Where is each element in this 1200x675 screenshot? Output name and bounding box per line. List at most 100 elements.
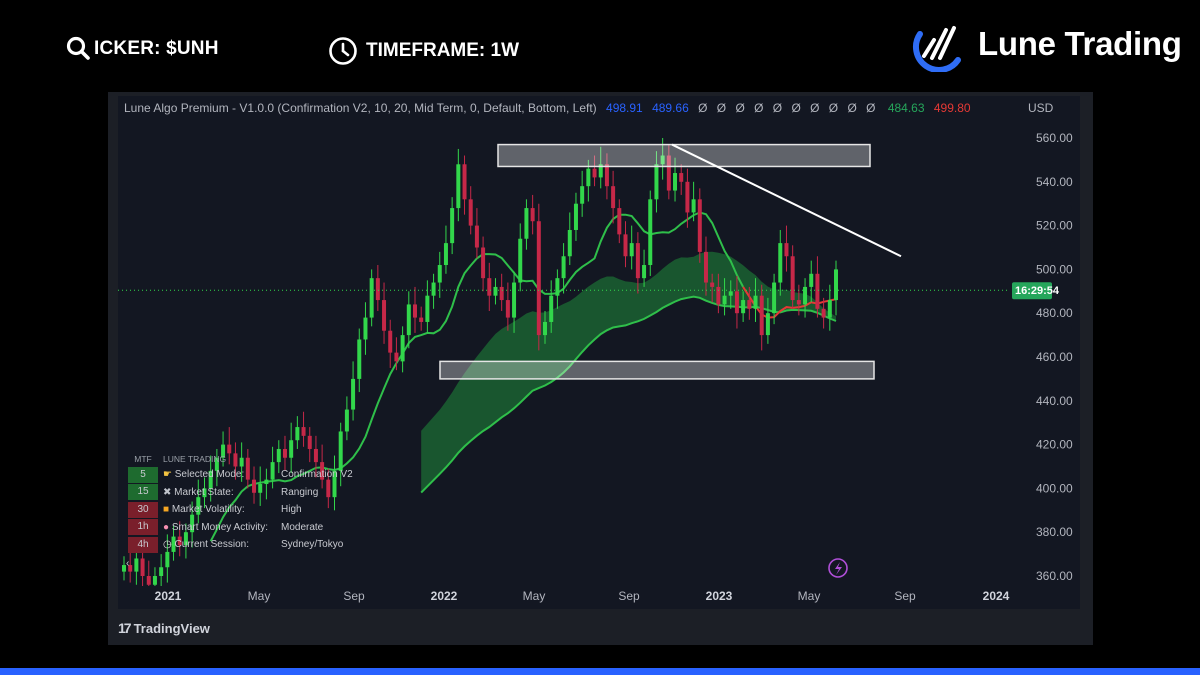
candle [573,192,578,241]
candle [765,297,770,344]
mtf-label-text: Market State: [174,486,234,498]
candle-body [338,431,343,471]
candle [673,157,678,202]
lune-logo-icon [913,26,961,72]
candle-body [487,278,492,296]
candle-body [493,286,498,296]
candle [357,328,362,393]
mtf-value: Ranging [281,486,319,498]
candle [326,468,331,509]
candle [363,302,368,355]
candle-body [252,479,257,493]
hand-icon: ☛ [163,469,175,481]
candle [716,273,721,314]
price-tick-label: 560.00 [1036,131,1073,145]
candle-body [264,479,269,485]
candle [536,203,541,351]
candle [468,186,473,235]
candle [512,271,517,333]
candle [375,265,380,312]
mtf-label-text: Selected Mode: [174,469,245,481]
candle-body [573,203,578,230]
candle [722,278,727,316]
mtf-label: ● Smart Money Activity: [163,522,281,533]
mtf-table: MTF LUNE TRADING 5 ☛ Selected Mode: Confir… [128,452,353,554]
candle-body [128,565,133,572]
candle [252,466,257,504]
mtf-timeframe: 1h [128,519,158,536]
candle-body [159,567,164,576]
mtf-label: ■ Market Volatility: [163,504,281,515]
indicator-legend[interactable]: Lune Algo Premium - V1.0.0 (Confirmation… [124,101,971,115]
candle [344,396,349,441]
tradingview-label: TradingView [133,620,210,636]
candle-body [827,300,832,318]
time-tick-label: 2024 [983,589,1010,603]
lightning-icon [828,558,848,578]
chart-area[interactable] [118,96,1080,609]
mtf-header-left: MTF [134,454,152,464]
candle [474,208,479,259]
candle [177,521,182,557]
candle-body [369,278,374,318]
candle [412,286,417,333]
candle-body [543,321,548,336]
candle-body [611,186,616,209]
candle-body [313,448,318,463]
ticker-text: ICKER: $UNH [94,38,219,59]
candle [307,427,312,463]
search-icon [66,36,90,60]
timeframe-label: TIMEFRAME: 1W [328,36,519,66]
candle [734,275,739,329]
candle [642,249,647,287]
candle-body [122,565,126,572]
price-tick-label: 460.00 [1036,350,1073,364]
candle-body [629,243,634,257]
mtf-header-right: LUNE TRADING [163,454,227,464]
candle [679,164,684,195]
candle-body [295,427,300,441]
candle-body [406,304,411,336]
candle [183,523,188,559]
timer-icon: ◷ [163,539,175,551]
candle-body [394,352,399,362]
candle [388,319,393,368]
candle-body [567,229,572,257]
candle-body [183,532,188,546]
candle-body [809,273,814,287]
candle-body [580,186,585,204]
candle-body [617,208,622,235]
candle [580,170,585,217]
mtf-timeframe: 15 [128,484,158,501]
tradingview-icon: 17 [118,620,132,636]
candle-body [796,300,801,305]
time-tick-label: May [248,589,271,603]
time-tick-label: May [523,589,546,603]
candle-body [821,308,826,318]
candle-body [505,300,510,318]
candle-body [462,164,467,200]
candle [604,153,609,200]
tradingview-logo[interactable]: 17 TradingView [118,620,210,636]
mtf-label: ◷ Current Session: [163,539,281,550]
candle [493,278,498,305]
candle [827,284,832,331]
candle [790,245,795,309]
indicator-value-green: 484.63 [887,101,925,115]
candle-body [227,444,232,454]
candle [351,361,356,421]
candle [611,170,616,224]
candle-body [697,199,702,252]
candle-body [258,484,263,493]
candle [400,326,405,373]
candle [190,501,195,548]
candle-body [468,199,473,226]
candle-body [375,278,380,301]
candle-body [772,282,777,314]
candle [202,477,207,509]
candle-body [592,168,597,178]
candle-body [530,208,535,222]
candle [122,556,126,581]
tools-icon: ✖ [163,486,175,498]
